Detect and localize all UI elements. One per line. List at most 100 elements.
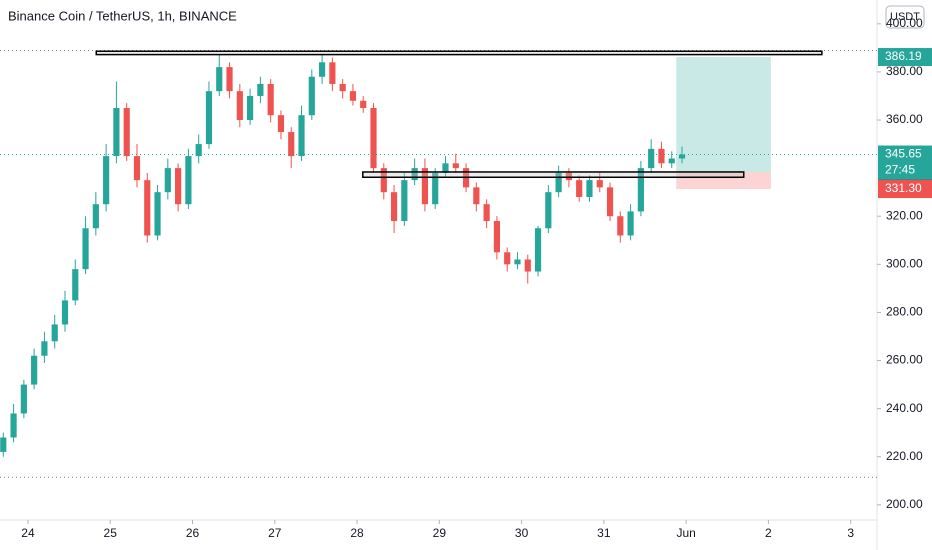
candle-body bbox=[31, 355, 38, 385]
candle-body bbox=[483, 204, 490, 222]
stop-label: 331.30 bbox=[878, 180, 932, 199]
candle-body bbox=[678, 154, 686, 159]
candle-body bbox=[555, 172, 562, 193]
candle-body bbox=[41, 341, 48, 356]
candle-body bbox=[617, 216, 624, 236]
candle-body bbox=[257, 83, 264, 96]
candle-body bbox=[401, 180, 408, 222]
candle-body bbox=[514, 259, 521, 265]
candle-body bbox=[586, 180, 593, 197]
candle-body bbox=[545, 192, 552, 229]
candle-body bbox=[82, 228, 89, 270]
candle-body bbox=[61, 300, 69, 325]
candle-body bbox=[308, 76, 315, 116]
x-tick-label: 31 bbox=[597, 526, 611, 540]
profit-zone bbox=[676, 57, 771, 172]
candle-body bbox=[504, 252, 511, 265]
target-label-bg bbox=[878, 48, 932, 67]
candle-body bbox=[493, 221, 500, 253]
candle-body bbox=[277, 115, 285, 133]
candle-body bbox=[113, 107, 120, 157]
candle-body bbox=[339, 83, 346, 92]
candle-body bbox=[154, 192, 161, 236]
candle-body bbox=[288, 132, 295, 157]
candle-body bbox=[442, 163, 449, 173]
loss-zone bbox=[676, 171, 771, 190]
y-tick-label: 360.00 bbox=[886, 112, 923, 126]
candle-body bbox=[298, 115, 305, 157]
x-tick-label: 3 bbox=[847, 526, 854, 540]
stop-label-text: 331.30 bbox=[885, 181, 922, 195]
x-tick-label: Jun bbox=[676, 526, 695, 540]
x-tick-label: 27 bbox=[268, 526, 282, 540]
x-tick-label: 29 bbox=[433, 526, 447, 540]
candle-body bbox=[637, 168, 644, 212]
candle-body bbox=[72, 269, 79, 301]
candle-body bbox=[648, 148, 655, 169]
x-tick-label: 30 bbox=[515, 526, 529, 540]
x-tick-label: 24 bbox=[21, 526, 35, 540]
candle-body bbox=[360, 100, 367, 108]
last-price-label: 345.65 27:45 bbox=[878, 145, 932, 180]
candle-body bbox=[51, 324, 58, 342]
candle-body bbox=[20, 384, 27, 414]
candle-body bbox=[349, 91, 357, 101]
x-tick-label: 2 bbox=[765, 526, 772, 540]
candle-body bbox=[380, 168, 387, 193]
candle-body bbox=[627, 211, 634, 236]
target-label: 386.19 bbox=[878, 48, 932, 67]
candle-body bbox=[133, 156, 141, 181]
candle-body bbox=[668, 158, 675, 164]
candle-body bbox=[473, 187, 480, 205]
currency[interactable]: USDT bbox=[890, 11, 920, 23]
x-tick-label: 26 bbox=[186, 526, 200, 540]
candle-body bbox=[216, 67, 223, 92]
candle-body bbox=[144, 180, 151, 236]
candle-body bbox=[452, 163, 459, 169]
candle-body bbox=[596, 180, 603, 188]
y-tick-label: 280.00 bbox=[886, 305, 923, 319]
candle-body bbox=[606, 187, 614, 217]
candle-body bbox=[92, 204, 99, 229]
last-price-label-bg bbox=[878, 145, 932, 180]
candle-body bbox=[185, 156, 192, 205]
candle-body bbox=[576, 180, 583, 197]
candle-body bbox=[524, 259, 531, 272]
last-price-label-text: 345.65 bbox=[885, 147, 922, 161]
y-tick-label: 200.00 bbox=[886, 497, 923, 511]
candle-body bbox=[236, 91, 243, 121]
candle-body bbox=[534, 228, 542, 272]
candle-body bbox=[370, 107, 377, 169]
y-tick-label: 320.00 bbox=[886, 208, 923, 222]
candle-body bbox=[164, 168, 171, 193]
candle-body bbox=[390, 192, 398, 222]
drawn-rectangle bbox=[95, 50, 823, 56]
candle-body bbox=[103, 156, 110, 205]
y-tick-label: 300.00 bbox=[886, 257, 923, 271]
candle-body bbox=[432, 172, 439, 205]
stop-label-bg bbox=[878, 180, 932, 199]
x-tick-label: 28 bbox=[350, 526, 364, 540]
candle-body bbox=[123, 107, 130, 157]
currency-badge[interactable] bbox=[885, 5, 925, 29]
candle-body bbox=[175, 168, 182, 205]
candle-body bbox=[267, 83, 274, 116]
x-tick-label: 25 bbox=[104, 526, 118, 540]
chart-title: Binance Coin / TetherUS, 1h, BINANCE bbox=[8, 8, 237, 23]
candle-body bbox=[10, 413, 17, 438]
y-tick-label: 240.00 bbox=[886, 401, 923, 415]
candle-body bbox=[421, 168, 429, 205]
candle-body bbox=[658, 148, 665, 164]
candle-body bbox=[205, 91, 213, 145]
candle-body bbox=[329, 62, 336, 84]
candle-body bbox=[411, 168, 418, 181]
candle-body bbox=[0, 437, 7, 452]
target-label-text: 386.19 bbox=[885, 49, 922, 63]
candle-body bbox=[319, 62, 326, 77]
last-price-label-countdown: 27:45 bbox=[885, 163, 915, 177]
drawn-rectangle bbox=[362, 171, 745, 179]
y-tick-label: 220.00 bbox=[886, 449, 923, 463]
y-tick-label: 260.00 bbox=[886, 353, 923, 367]
candle-body bbox=[247, 95, 254, 121]
